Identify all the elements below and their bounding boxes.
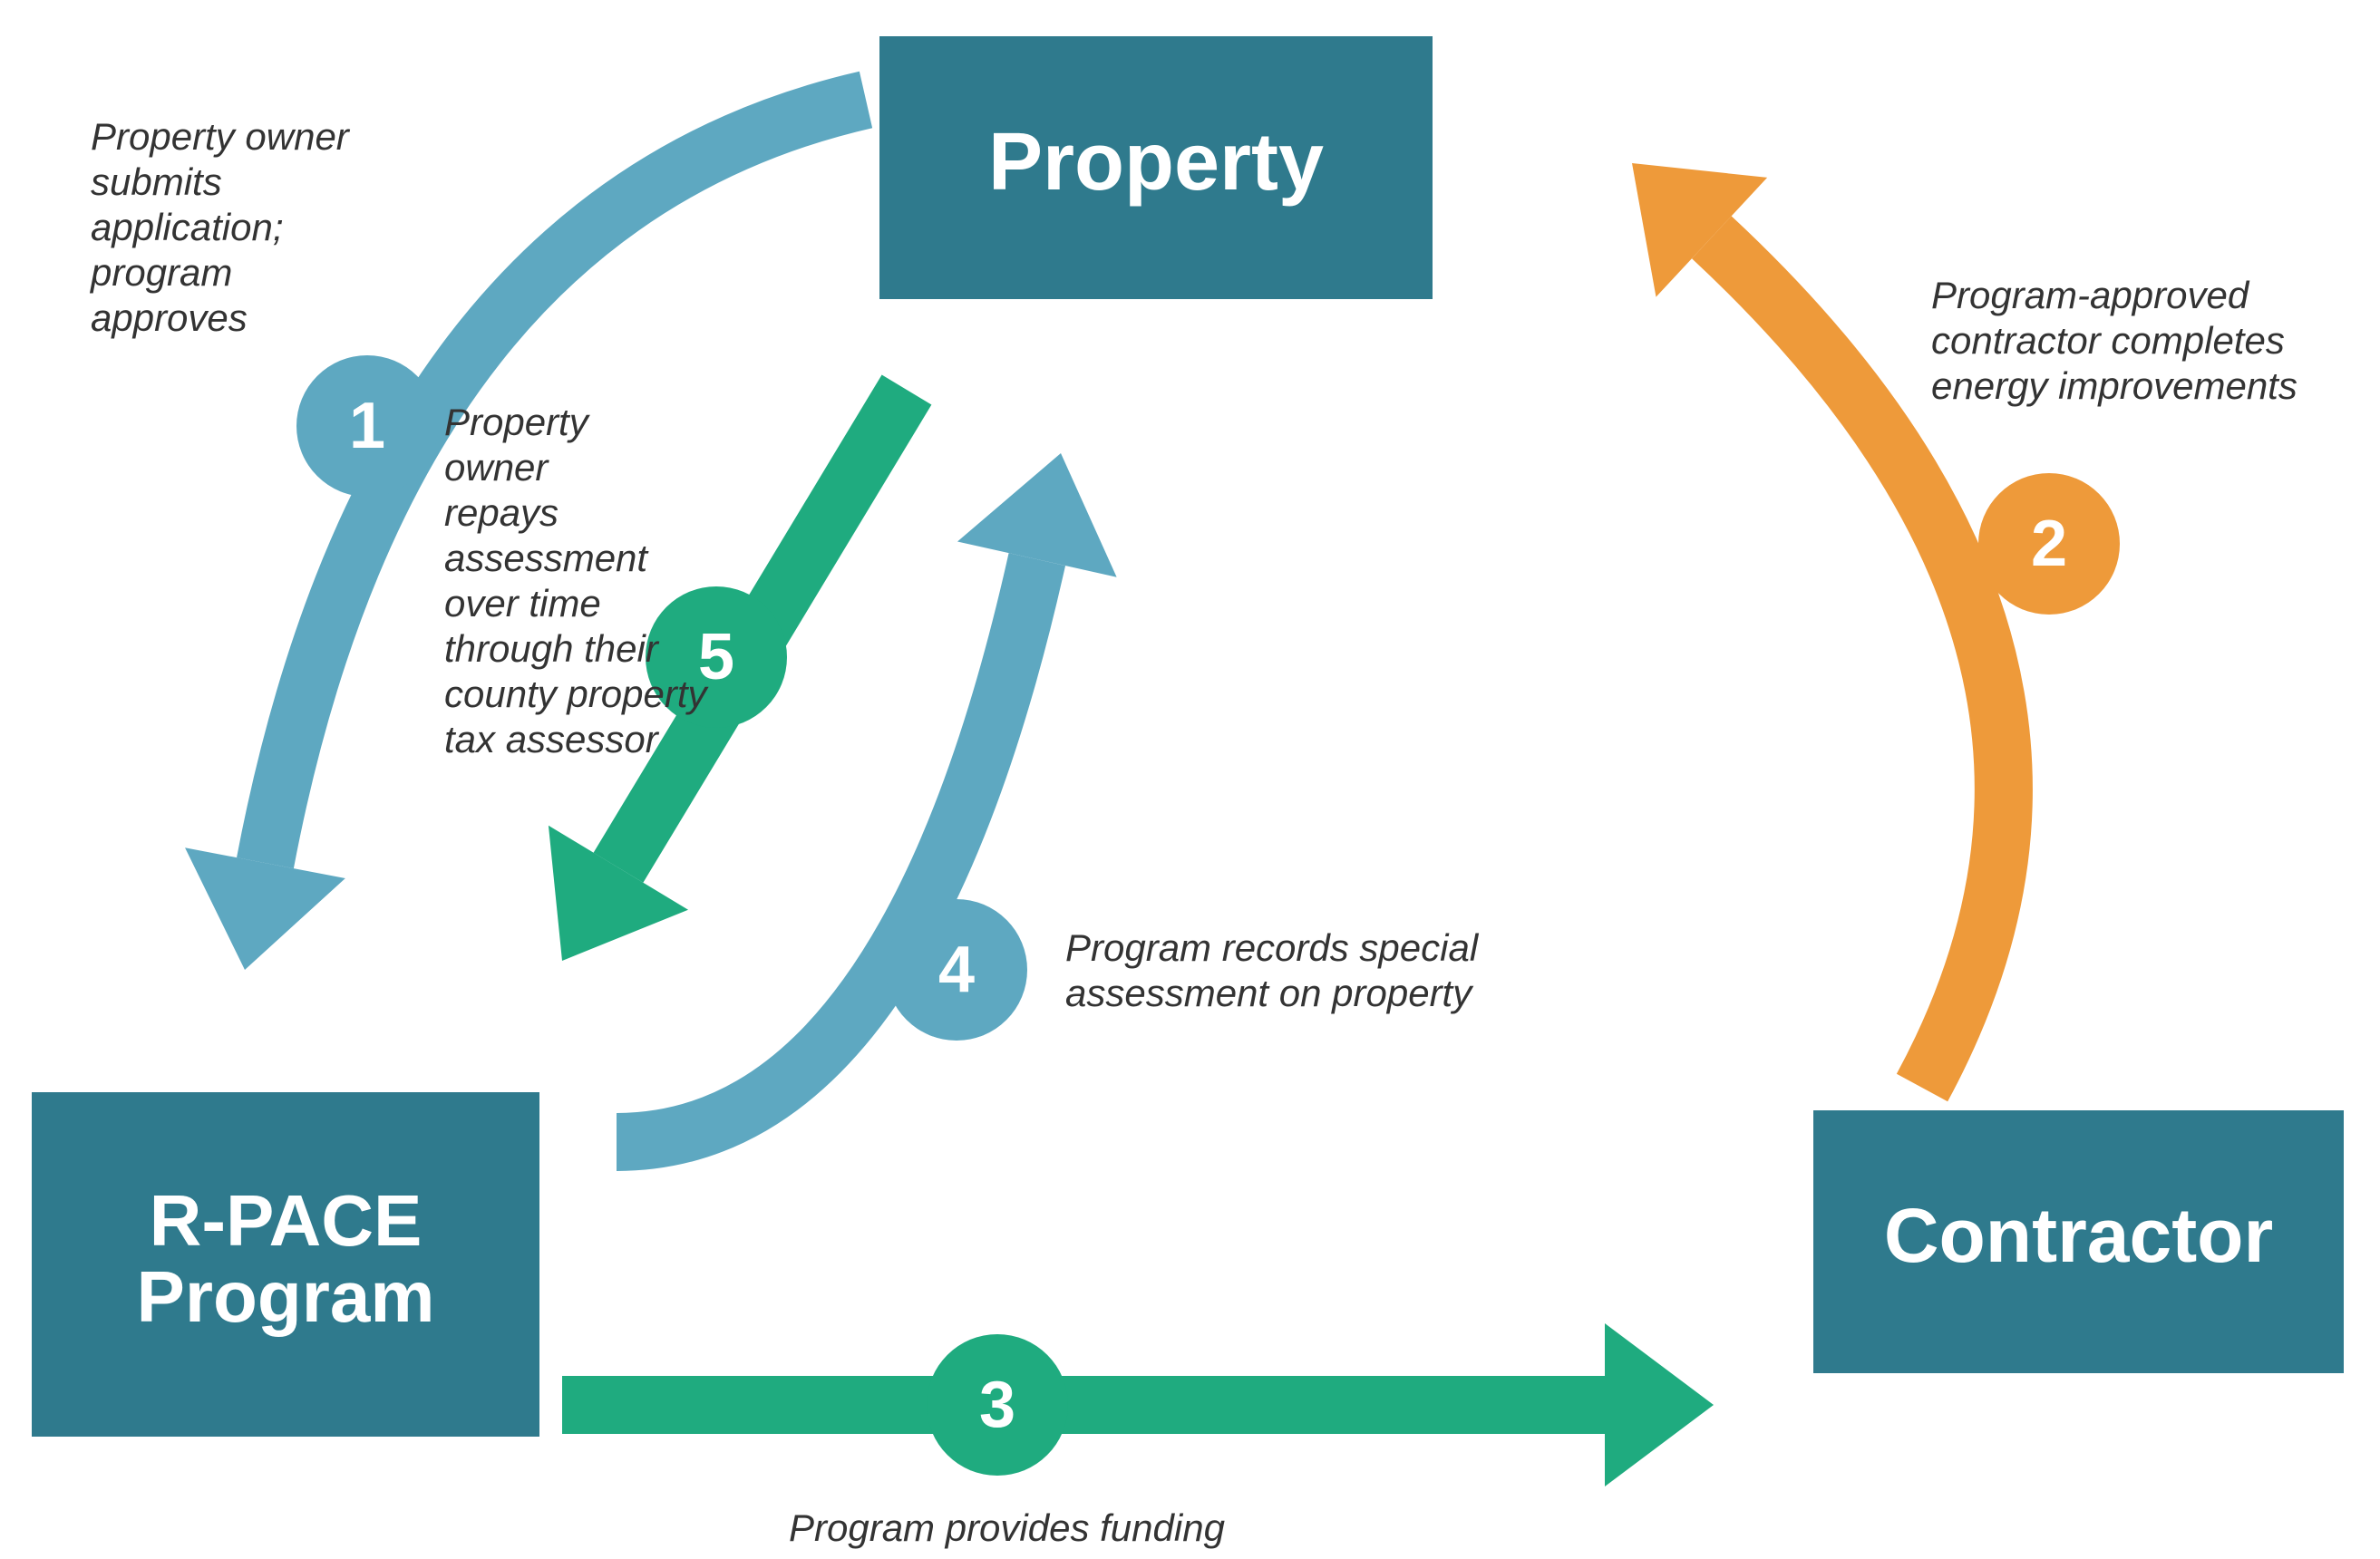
step-1-desc-line: approves	[91, 296, 248, 339]
step-3-desc-line: Program provides funding	[789, 1506, 1225, 1549]
step-5-desc-line: owner	[444, 446, 549, 489]
step-4-desc-line: assessment on property	[1065, 972, 1474, 1014]
step-1-desc: Property ownersubmitsapplication;program…	[89, 115, 351, 339]
node-property: Property	[879, 36, 1433, 299]
step-5-desc-line: through their	[444, 627, 660, 670]
step-4-desc: Program records specialassessment on pro…	[1065, 926, 1480, 1014]
node-property-label: Property	[988, 117, 1324, 208]
step-5-desc-line: repays	[444, 491, 559, 534]
node-rpace-label-line: R-PACE	[150, 1180, 423, 1261]
node-contractor: Contractor	[1813, 1110, 2344, 1373]
step-2-badge: 2	[1978, 473, 2120, 615]
step-2-number: 2	[2031, 508, 2067, 580]
arrow-step-1	[185, 100, 866, 970]
step-2-desc-line: Program-approved	[1931, 274, 2250, 316]
step-5-desc-line: Property	[444, 401, 591, 443]
step-5-desc: Propertyownerrepaysassessmentover timeth…	[444, 401, 709, 760]
step-1-desc-line: program	[89, 251, 232, 294]
step-5-desc-line: over time	[444, 582, 601, 625]
step-4-number: 4	[938, 934, 975, 1006]
step-1-number: 1	[349, 390, 385, 462]
node-contractor-label: Contractor	[1884, 1193, 2273, 1278]
step-3-badge: 3	[927, 1334, 1068, 1476]
step-4-desc-line: Program records special	[1065, 926, 1480, 969]
step-2-desc-line: contractor completes	[1931, 319, 2285, 362]
step-1-desc-line: submits	[91, 160, 222, 203]
step-5-desc-line: county property	[444, 673, 709, 715]
node-rpace: R-PACEProgram	[32, 1092, 539, 1437]
step-1-badge: 1	[296, 355, 438, 497]
step-3-number: 3	[979, 1369, 1015, 1441]
step-4-badge: 4	[886, 899, 1027, 1041]
step-2-desc-line: energy improvements	[1931, 364, 2297, 407]
step-5-desc-line: tax assessor	[444, 718, 660, 760]
step-1-desc-line: application;	[91, 206, 283, 248]
step-2-desc: Program-approvedcontractor completesener…	[1931, 274, 2297, 407]
step-3-desc: Program provides funding	[789, 1506, 1225, 1549]
step-5-desc-line: assessment	[444, 537, 649, 579]
node-rpace-label-line: Program	[137, 1256, 435, 1337]
arrow-step-3	[562, 1323, 1714, 1486]
step-1-desc-line: Property owner	[91, 115, 351, 158]
